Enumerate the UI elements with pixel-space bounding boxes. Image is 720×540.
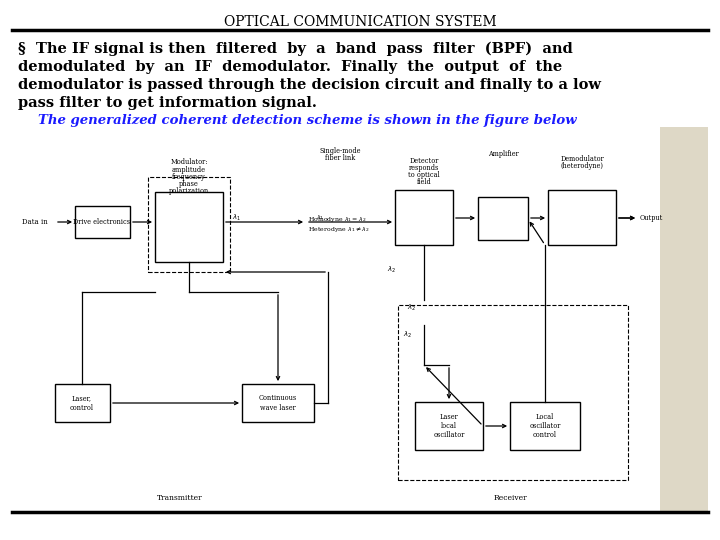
Bar xyxy=(478,197,528,240)
Text: Modulator:: Modulator: xyxy=(170,158,208,166)
Text: $\lambda_1$: $\lambda_1$ xyxy=(316,213,324,222)
Text: Single-mode: Single-mode xyxy=(319,147,361,155)
Text: $\lambda_2$: $\lambda_2$ xyxy=(403,330,412,340)
Text: to optical: to optical xyxy=(408,171,440,179)
Text: $\lambda_2$: $\lambda_2$ xyxy=(408,303,417,313)
Bar xyxy=(75,206,130,238)
Text: amplitude: amplitude xyxy=(172,166,206,174)
Text: responds: responds xyxy=(409,164,439,172)
Text: $\lambda_1$: $\lambda_1$ xyxy=(232,213,241,223)
Text: Demodulator: Demodulator xyxy=(560,155,604,163)
Text: $\lambda_2$: $\lambda_2$ xyxy=(387,265,397,275)
Text: field: field xyxy=(417,178,431,186)
Text: Detector: Detector xyxy=(409,157,438,165)
Text: Continuous
wave laser: Continuous wave laser xyxy=(259,394,297,411)
Text: frequency: frequency xyxy=(172,173,206,181)
Bar xyxy=(510,402,580,450)
Text: Transmitter: Transmitter xyxy=(157,494,203,502)
Bar xyxy=(398,305,628,480)
Text: Homodyne $\lambda_1 = \lambda_2$: Homodyne $\lambda_1 = \lambda_2$ xyxy=(308,215,366,225)
Bar xyxy=(660,127,708,512)
Text: pass filter to get information signal.: pass filter to get information signal. xyxy=(18,96,317,110)
Text: §  The IF signal is then  filtered  by  a  band  pass  filter  (BPF)  and: § The IF signal is then filtered by a ba… xyxy=(18,42,572,56)
Bar xyxy=(242,384,314,422)
Text: Drive electronics: Drive electronics xyxy=(73,218,130,226)
Text: phase: phase xyxy=(179,180,199,188)
Bar xyxy=(55,384,110,422)
Text: Laser
local
oscillator: Laser local oscillator xyxy=(433,413,464,439)
Text: polarization: polarization xyxy=(169,187,209,195)
Text: Output: Output xyxy=(640,214,663,222)
Text: Local
oscillator
control: Local oscillator control xyxy=(529,413,561,439)
Bar xyxy=(415,402,483,450)
Text: Amplifier: Amplifier xyxy=(487,150,518,158)
Text: demodulated  by  an  IF  demodulator.  Finally  the  output  of  the: demodulated by an IF demodulator. Finall… xyxy=(18,60,562,74)
Bar xyxy=(395,190,453,245)
Bar xyxy=(548,190,616,245)
Bar xyxy=(148,177,230,272)
Text: (heterodyne): (heterodyne) xyxy=(560,162,603,170)
Bar xyxy=(155,192,223,262)
Text: Laser,
control: Laser, control xyxy=(70,394,94,411)
Text: Receiver: Receiver xyxy=(493,494,527,502)
Text: The generalized coherent detection scheme is shown in the figure below: The generalized coherent detection schem… xyxy=(38,114,577,127)
Text: Heterodyne $\lambda_1 \neq \lambda_2$: Heterodyne $\lambda_1 \neq \lambda_2$ xyxy=(308,225,369,233)
Text: OPTICAL COMMUNICATION SYSTEM: OPTICAL COMMUNICATION SYSTEM xyxy=(224,15,496,29)
Text: Data in: Data in xyxy=(22,218,48,226)
Text: fiber link: fiber link xyxy=(325,154,355,162)
Text: demodulator is passed through the decision circuit and finally to a low: demodulator is passed through the decisi… xyxy=(18,78,601,92)
